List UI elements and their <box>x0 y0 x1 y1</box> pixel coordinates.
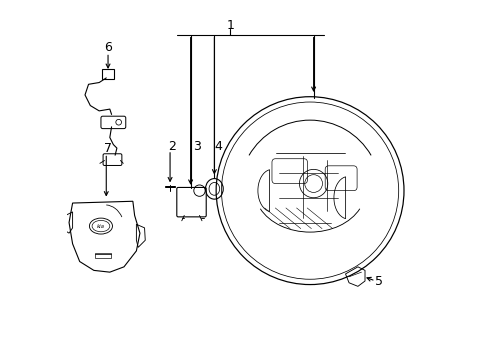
Text: 7: 7 <box>104 141 112 154</box>
Text: 5: 5 <box>374 275 383 288</box>
Text: 6: 6 <box>104 41 112 54</box>
Text: kia: kia <box>97 224 105 229</box>
Text: 3: 3 <box>192 140 200 153</box>
Text: 1: 1 <box>226 19 234 32</box>
Text: 4: 4 <box>214 140 222 153</box>
Text: 2: 2 <box>167 140 175 153</box>
